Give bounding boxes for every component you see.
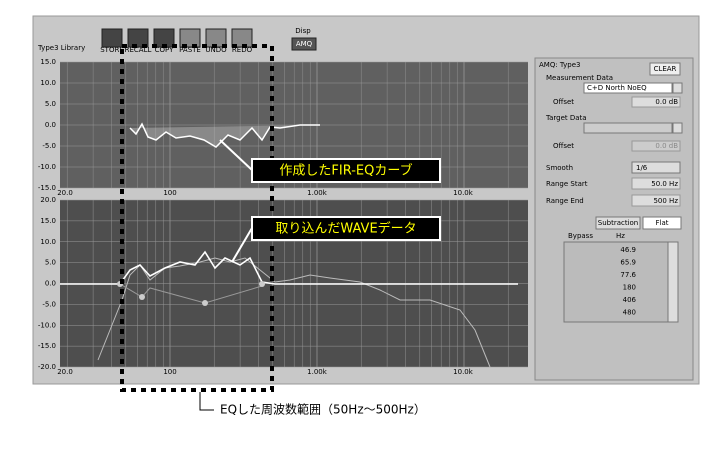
handle[interactable] <box>259 281 265 287</box>
toolbar-label: UNDO <box>205 46 227 54</box>
toolbar-label: PASTE <box>179 46 201 54</box>
offset2-value: 0.0 dB <box>655 142 678 150</box>
range-caption: EQした周波数範囲（50Hz～500Hz） <box>220 402 426 417</box>
list-item: 77.6 <box>620 271 636 279</box>
target-label: Target Data <box>545 114 587 122</box>
x-tick-label: 20.0 <box>57 189 73 197</box>
range-start-value: 50.0 Hz <box>651 180 678 188</box>
disp-value: AMQ <box>296 40 313 48</box>
x-tick-label: 20.0 <box>57 368 73 376</box>
y-tick-label: 20.0 <box>40 196 56 204</box>
offset2-field[interactable] <box>631 140 681 152</box>
target-field[interactable] <box>583 122 673 134</box>
smooth-value: 1/6 <box>636 164 648 172</box>
callout <box>251 158 441 183</box>
target-curve <box>119 283 263 304</box>
y-tick-label: -10.0 <box>38 163 56 171</box>
y-tick-label: 5.0 <box>45 259 56 267</box>
y-tick-label: -15.0 <box>38 184 56 192</box>
y-tick-label: 10.0 <box>40 238 56 246</box>
offset2-label: Offset <box>553 142 574 150</box>
subtraction-button[interactable] <box>595 216 641 230</box>
disp-button[interactable] <box>291 37 317 51</box>
list-box[interactable] <box>563 241 669 323</box>
handle[interactable] <box>139 294 145 300</box>
smooth-select[interactable] <box>631 161 681 174</box>
list-item: 480 <box>623 309 636 317</box>
y-tick-label: -15.0 <box>38 342 56 350</box>
measurement-value: C+D North NoEQ <box>587 84 647 92</box>
y-tick-label: -5.0 <box>42 142 56 150</box>
y-tick-label: -10.0 <box>38 321 56 329</box>
arrow <box>231 227 253 263</box>
toolbar-button[interactable] <box>127 28 149 48</box>
result-curve <box>60 250 518 285</box>
offset1-field[interactable] <box>631 96 681 108</box>
pointer <box>199 392 214 411</box>
toolbar-button[interactable] <box>179 28 201 48</box>
toolbar-label: REDO <box>232 46 253 54</box>
hz-label: Hz <box>616 232 625 240</box>
range-end-field[interactable] <box>631 194 681 207</box>
y-tick-label: 5.0 <box>45 100 56 108</box>
callout-text: 作成したFIR-EQカーブ <box>279 163 412 179</box>
clear-button[interactable] <box>649 62 681 76</box>
y-tick-label: 0.0 <box>45 280 56 288</box>
toolbar-label: RECALL <box>125 46 152 54</box>
y-tick-label: -5.0 <box>42 300 56 308</box>
x-tick-label: 10.0k <box>453 368 474 376</box>
list-item: 180 <box>623 284 636 292</box>
offset1-label: Offset <box>553 98 574 106</box>
y-tick-label: 15.0 <box>40 217 56 225</box>
range-end-label: Range End <box>546 197 584 205</box>
offset1-value: 0.0 dB <box>655 98 678 106</box>
measurement-field[interactable] <box>583 82 673 94</box>
bypass-label: Bypass <box>568 232 593 240</box>
smooth-label: Smooth <box>546 164 573 172</box>
toolbar-label: STORE <box>100 46 124 54</box>
y-tick-label: 0.0 <box>45 121 56 129</box>
browse-button[interactable] <box>672 122 683 134</box>
range-start-label: Range Start <box>546 180 588 188</box>
y-tick-label: 15.0 <box>40 58 56 66</box>
y-tick-label: 10.0 <box>40 79 56 87</box>
list-item: 65.9 <box>620 259 636 267</box>
clear-label: CLEAR <box>654 65 677 73</box>
toolbar-label: COPY <box>155 46 174 54</box>
toolbar-button[interactable] <box>101 28 123 48</box>
range-start-field[interactable] <box>631 177 681 190</box>
list-item: 406 <box>623 296 637 304</box>
measurement-label: Measurement Data <box>546 74 613 82</box>
disp-label: Disp <box>295 27 311 35</box>
browse-button[interactable] <box>672 82 683 94</box>
callout <box>251 216 441 241</box>
flat-button[interactable] <box>642 216 682 230</box>
subtraction-label: Subtraction <box>598 219 639 227</box>
panel-title: AMQ: Type3 <box>539 61 580 69</box>
scrollbar[interactable] <box>667 241 679 323</box>
flat-label: Flat <box>655 219 668 227</box>
library-label: Type3 Library <box>37 44 85 52</box>
x-tick-label: 100 <box>163 189 176 197</box>
x-tick-label: 1.00k <box>307 368 328 376</box>
callout-text: 取り込んだWAVEデータ <box>275 221 416 237</box>
list-item: 46.9 <box>620 246 636 254</box>
x-tick-label: 10.0k <box>453 189 474 197</box>
y-tick-label: -20.0 <box>38 363 56 371</box>
x-tick-label: 100 <box>163 368 176 376</box>
range-end-value: 500 Hz <box>653 197 678 205</box>
handle[interactable] <box>202 300 208 306</box>
x-tick-label: 1.00k <box>307 189 328 197</box>
arrow <box>219 139 253 171</box>
